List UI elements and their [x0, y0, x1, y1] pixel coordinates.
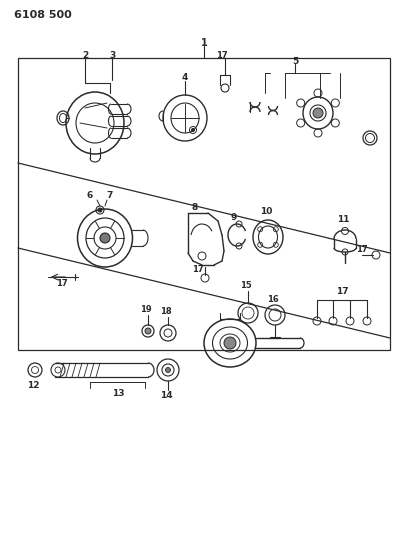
Text: 12: 12: [27, 382, 39, 391]
Text: 17: 17: [216, 51, 228, 60]
Bar: [18, 58, 390, 350]
Text: 13: 13: [112, 390, 124, 399]
Circle shape: [145, 328, 151, 334]
Text: 4: 4: [182, 74, 188, 83]
Text: 17: 17: [192, 265, 204, 274]
Text: 8: 8: [192, 204, 198, 213]
Circle shape: [313, 108, 323, 118]
Text: 6: 6: [87, 191, 93, 200]
Text: 5: 5: [292, 56, 298, 66]
Circle shape: [166, 367, 171, 373]
Text: 17: 17: [336, 287, 348, 296]
Text: 3: 3: [109, 51, 115, 60]
Text: 2: 2: [82, 51, 88, 60]
Text: 14: 14: [160, 392, 172, 400]
Text: 10: 10: [260, 206, 272, 215]
Text: 16: 16: [267, 295, 279, 303]
Text: 17: 17: [356, 245, 368, 254]
Text: 1: 1: [201, 38, 207, 48]
Circle shape: [100, 233, 110, 243]
Text: 7: 7: [107, 191, 113, 200]
Circle shape: [98, 208, 102, 212]
Text: 11: 11: [337, 214, 349, 223]
Text: 9: 9: [231, 213, 237, 222]
Circle shape: [191, 128, 195, 132]
Text: 18: 18: [160, 306, 172, 316]
Text: 6108 500: 6108 500: [14, 10, 72, 20]
Circle shape: [224, 337, 236, 349]
Text: 19: 19: [140, 304, 152, 313]
Text: 17: 17: [56, 279, 68, 288]
Text: 15: 15: [240, 280, 252, 289]
